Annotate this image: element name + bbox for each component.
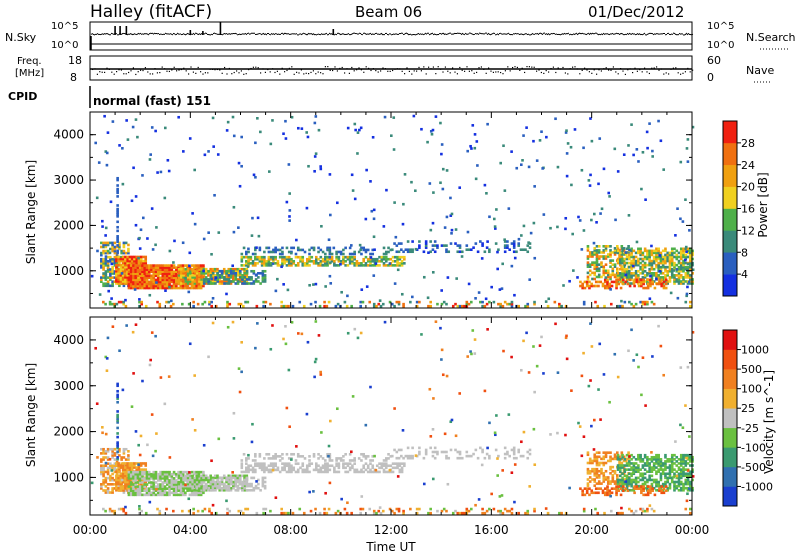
velocity-panel: 1000 2000 3000 4000 Slant Range [km] 1000 50… [24, 316, 776, 516]
noise-left-tick-top: 10^5 [51, 21, 78, 32]
noise-panel: N.Sky N.Search 10^5 10^0 10^5 10^0 [5, 21, 796, 51]
colorbar-tick-label: 20 [741, 181, 755, 194]
colorbar-tick-label: 12 [741, 224, 755, 237]
colorbar-tick-label: 16 [741, 203, 755, 216]
colorbar-swatch [723, 186, 737, 209]
x-tick-label: 00:00 [675, 523, 710, 537]
cpid-program: normal (fast) 151 [93, 94, 211, 108]
nave-tick-top: 60 [707, 54, 721, 67]
y-tick-label: 2000 [53, 425, 84, 439]
velocity-colorbar-label: Velocity [m s^-1] [762, 370, 776, 474]
colorbar-tick-label: 1000 [741, 344, 769, 357]
y-tick-label: 4000 [53, 128, 84, 142]
colorbar-tick-label: -25 [741, 422, 759, 435]
freq-left-tick-bottom: 8 [70, 71, 77, 84]
colorbar-swatch [723, 447, 737, 468]
power-colorbar-label: Power [dB] [756, 172, 770, 237]
colorbar-tick-label: 500 [741, 363, 762, 376]
colorbar-swatch [723, 427, 737, 448]
noise-left-tick-bottom: 10^0 [51, 40, 78, 51]
y-tick-label: 4000 [53, 333, 84, 347]
x-tick-label: 00:00 [73, 523, 108, 537]
x-tick-label: 12:00 [374, 523, 409, 537]
cpid-label: CPID [8, 90, 37, 103]
noise-right-label: N.Search [746, 31, 796, 44]
colorbar-tick-label: 25 [741, 402, 755, 415]
colorbar-swatch [723, 230, 737, 253]
frequency-panel: Freq. [MHz] 18 8 Nave 60 0 [15, 54, 774, 84]
noise-right-tick-top: 10^5 [707, 21, 734, 32]
nave-tick-bottom: 0 [707, 71, 714, 84]
freq-label-line1: Freq. [17, 56, 42, 67]
colorbar-tick-label: -1000 [741, 480, 773, 493]
colorbar-swatch [723, 142, 737, 166]
colorbar-swatch [723, 408, 737, 429]
freq-left-tick-top: 18 [68, 54, 82, 67]
x-tick-label: 16:00 [474, 523, 509, 537]
colorbar-swatch [723, 252, 737, 275]
power-panel: 1000 2000 3000 4000 Slant Range [km] 4 8 12 16… [24, 111, 770, 309]
colorbar-tick-label: 28 [741, 137, 755, 150]
y-tick-label: 1000 [53, 470, 84, 484]
y-tick-label: 1000 [53, 264, 84, 278]
velocity-ylabel: Slant Range [km] [24, 363, 38, 467]
colorbar-tick-label: -500 [741, 461, 766, 474]
x-tick-label: 20:00 [574, 523, 609, 537]
colorbar-swatch [723, 486, 737, 507]
cpid-row: CPID normal (fast) 151 [8, 86, 211, 108]
noise-right-tick-bottom: 10^0 [707, 40, 734, 51]
colorbar-swatch [723, 388, 737, 409]
colorbar-swatch [723, 369, 737, 389]
colorbar-swatch [723, 274, 737, 297]
y-tick-label: 3000 [53, 379, 84, 393]
station-title: Halley (fitACF) [90, 2, 212, 22]
colorbar-tick-label: -100 [741, 441, 766, 454]
time-axis: 00:00 04:00 08:00 12:00 16:00 20:00 00:00 [73, 523, 710, 537]
colorbar-tick-label: 4 [741, 268, 748, 281]
colorbar-swatch [723, 466, 737, 487]
colorbar-swatch [723, 349, 737, 370]
colorbar-tick-label: 8 [741, 246, 748, 259]
colorbar-tick-label: 24 [741, 159, 755, 172]
noise-left-label: N.Sky [5, 31, 37, 44]
x-tick-label: 04:00 [173, 523, 208, 537]
colorbar-swatch [723, 164, 737, 187]
colorbar-swatch [723, 121, 737, 144]
y-tick-label: 3000 [53, 173, 84, 187]
colorbar-swatch [723, 330, 737, 350]
colorbar-swatch [723, 208, 737, 231]
beam-title: Beam 06 [355, 3, 422, 21]
freq-label-line2: [MHz] [15, 68, 44, 79]
power-ylabel: Slant Range [km] [24, 160, 38, 264]
nave-label: Nave [746, 64, 774, 77]
colorbar-tick-label: 100 [741, 383, 762, 396]
x-tick-label: 08:00 [273, 523, 308, 537]
y-tick-label: 2000 [53, 218, 84, 232]
date-title: 01/Dec/2012 [588, 3, 684, 21]
x-axis-label: Time UT [365, 540, 416, 554]
